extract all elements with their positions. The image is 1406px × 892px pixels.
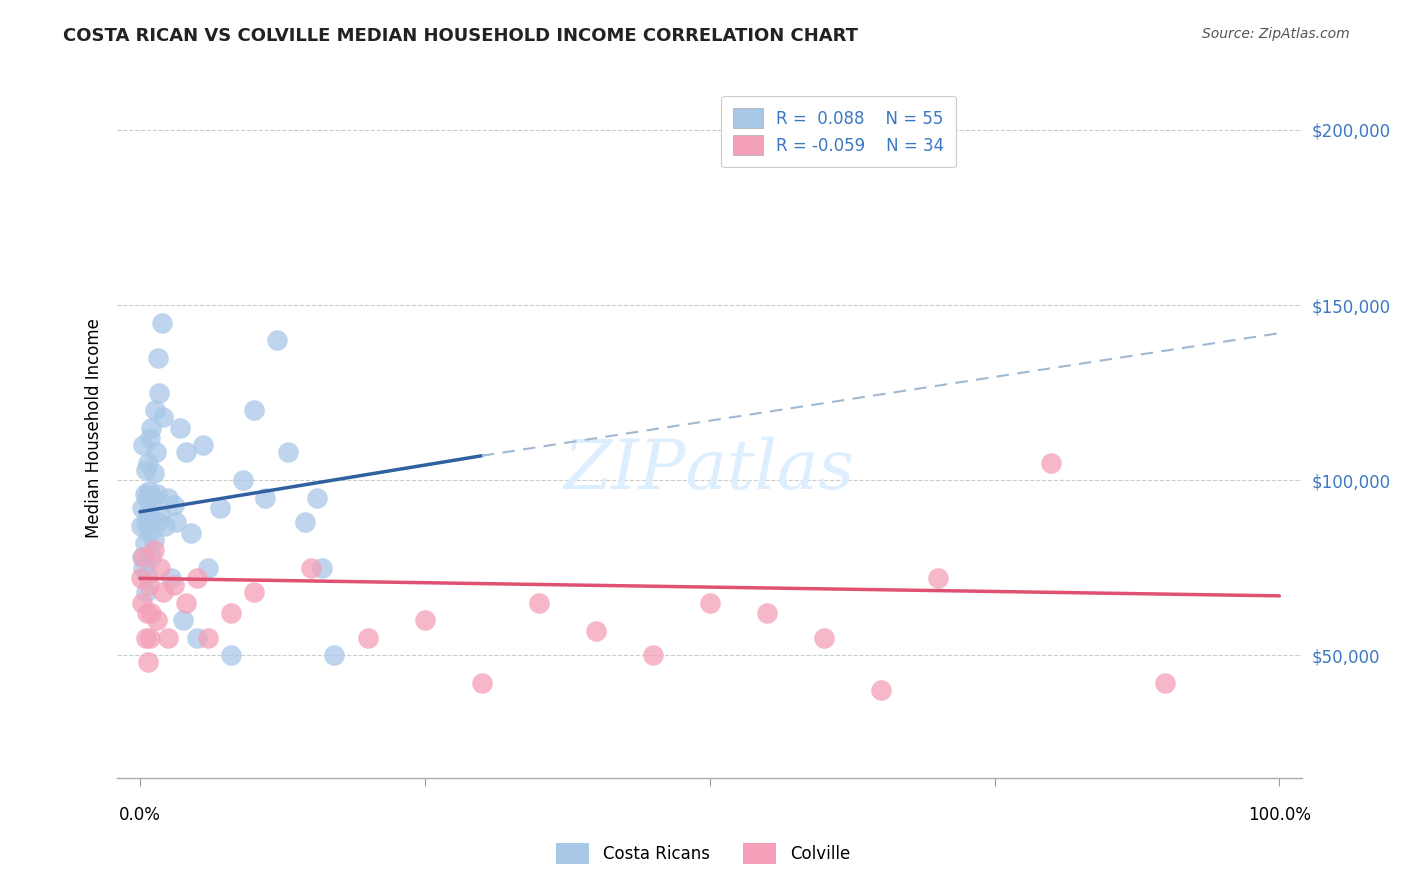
Text: 100.0%: 100.0% [1249,806,1310,824]
Point [585,624,607,638]
Point [145,445,167,459]
Point [755,607,778,621]
Point [135,463,157,477]
Point [134,536,156,550]
Point [146,613,169,627]
Point [163,498,186,512]
Point [277,445,299,459]
Point [135,491,157,505]
Point [813,631,835,645]
Point [129,518,152,533]
Point [413,613,436,627]
Point [174,445,197,459]
Point [294,516,316,530]
Point [163,578,186,592]
Point [135,631,157,645]
Y-axis label: Median Household Income: Median Household Income [86,318,103,538]
Point [322,648,344,663]
Point [136,656,159,670]
Point [134,487,156,501]
Point [927,571,949,585]
Legend: Costa Ricans, Colville: Costa Ricans, Colville [550,837,856,871]
Point [165,516,187,530]
Point [138,483,160,498]
Point [471,676,494,690]
Point [186,571,208,585]
Point [152,585,174,599]
Point [208,501,231,516]
Point [136,505,159,519]
Point [141,550,163,565]
Point [148,385,170,400]
Point [191,438,214,452]
Point [148,351,170,365]
Point [1154,676,1177,690]
Point [142,543,165,558]
Point [135,585,157,599]
Legend: R =  0.088    N = 55, R = -0.059    N = 34: R = 0.088 N = 55, R = -0.059 N = 34 [721,96,956,167]
Point [141,421,163,435]
Point [305,491,328,505]
Point [153,518,176,533]
Point [219,648,242,663]
Point [131,550,153,565]
Point [869,683,891,698]
Point [135,516,157,530]
Point [1040,456,1063,470]
Point [527,596,550,610]
Point [299,561,322,575]
Point [197,561,219,575]
Point [132,438,155,452]
Point [311,561,333,575]
Point [157,491,180,505]
Point [149,508,172,523]
Text: 0.0%: 0.0% [120,806,160,824]
Text: Source: ZipAtlas.com: Source: ZipAtlas.com [1202,27,1350,41]
Point [139,431,162,445]
Point [157,631,180,645]
Point [142,533,165,547]
Point [641,648,664,663]
Point [149,561,172,575]
Point [135,567,157,582]
Point [174,596,197,610]
Point [132,561,155,575]
Point [142,467,165,481]
Text: ZIP​atlas: ZIP​atlas [564,436,855,503]
Point [231,473,253,487]
Point [138,578,160,592]
Point [219,607,242,621]
Point [139,631,162,645]
Point [148,516,170,530]
Point [243,585,266,599]
Point [180,525,202,540]
Point [266,333,288,347]
Point [243,403,266,417]
Point [129,571,152,585]
Point [197,631,219,645]
Point [132,550,155,565]
Point [699,596,721,610]
Point [139,516,162,530]
Point [172,613,194,627]
Point [131,501,153,516]
Point [141,491,163,505]
Point [254,491,277,505]
Point [141,607,163,621]
Point [186,631,208,645]
Point [143,403,166,417]
Point [150,316,173,330]
Point [169,421,191,435]
Point [152,410,174,425]
Text: COSTA RICAN VS COLVILLE MEDIAN HOUSEHOLD INCOME CORRELATION CHART: COSTA RICAN VS COLVILLE MEDIAN HOUSEHOLD… [63,27,858,45]
Point [135,607,157,621]
Point [136,456,159,470]
Point [159,571,181,585]
Point [138,525,160,540]
Point [357,631,380,645]
Point [146,487,169,501]
Point [131,596,153,610]
